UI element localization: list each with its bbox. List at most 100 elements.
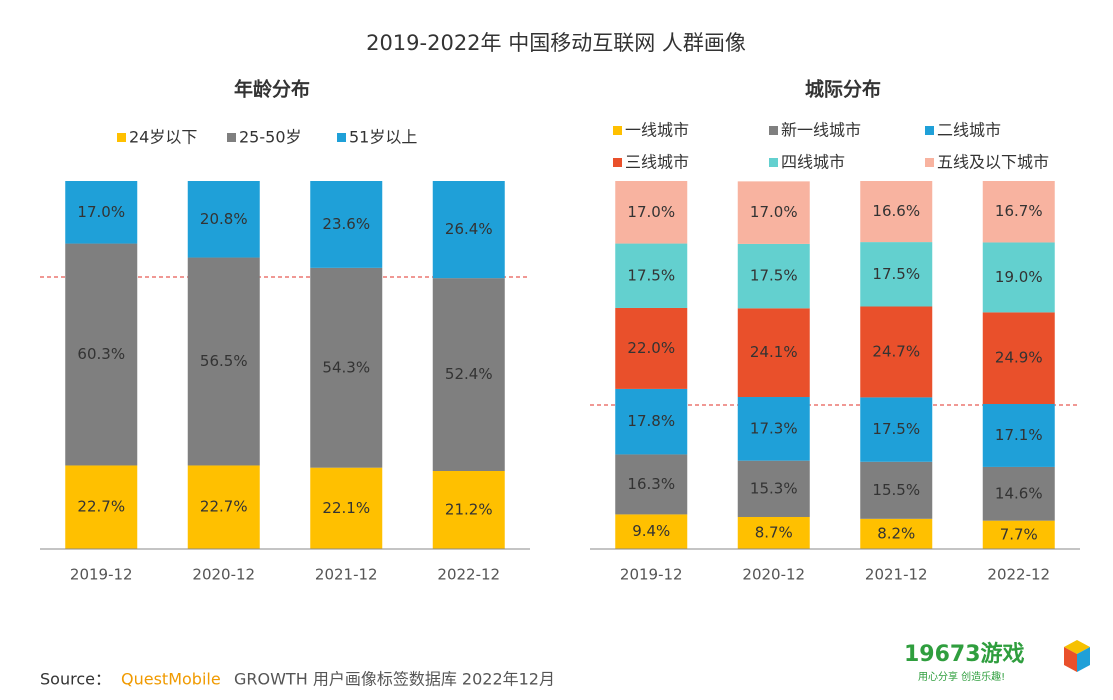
bar-segment xyxy=(615,514,688,549)
x-tick-label: 2021-12 xyxy=(865,566,928,584)
legend-swatch xyxy=(925,158,934,167)
legend-label: 51岁以上 xyxy=(349,128,417,147)
bar-segment xyxy=(310,181,383,268)
x-tick-label: 2020-12 xyxy=(192,566,255,584)
chart-title: 年龄分布 xyxy=(234,78,310,101)
x-tick-label: 2022-12 xyxy=(987,566,1050,584)
x-tick-label: 2019-12 xyxy=(620,566,683,584)
data-label: 17.8% xyxy=(627,412,675,430)
legend-swatch xyxy=(925,126,934,135)
data-label: 17.5% xyxy=(872,420,920,438)
legend-swatch xyxy=(769,158,778,167)
bar-segment xyxy=(860,397,933,462)
chart-title: 城际分布 xyxy=(805,78,881,101)
data-label: 21.2% xyxy=(445,500,493,518)
data-label: 52.4% xyxy=(445,365,493,383)
bar-segment xyxy=(860,461,933,519)
legend-swatch xyxy=(117,133,126,142)
data-label: 54.3% xyxy=(322,358,370,376)
legend-swatch xyxy=(337,133,346,142)
bar-segment xyxy=(187,181,260,258)
bar-segment xyxy=(982,181,1055,243)
data-label: 20.8% xyxy=(200,210,248,228)
x-tick-label: 2022-12 xyxy=(437,566,500,584)
data-label: 14.6% xyxy=(995,484,1043,502)
source-brand: QuestMobile xyxy=(121,670,221,689)
data-label: 17.5% xyxy=(872,265,920,283)
legend-label: 24岁以下 xyxy=(129,128,197,147)
data-label: 56.5% xyxy=(200,352,248,370)
bar-segment xyxy=(187,257,260,466)
bar-segment xyxy=(432,470,505,549)
x-tick-label: 2021-12 xyxy=(315,566,378,584)
legend-label: 25-50岁 xyxy=(239,128,302,147)
logo-slogan: 用心分享 创造乐趣! xyxy=(918,670,1005,683)
data-label: 15.3% xyxy=(750,479,798,497)
bar-segment xyxy=(65,243,138,466)
data-label: 22.1% xyxy=(322,499,370,517)
bar-segment xyxy=(982,242,1055,313)
data-label: 17.5% xyxy=(627,266,675,284)
legend-label: 一线城市 xyxy=(625,121,689,140)
legend-swatch xyxy=(227,133,236,142)
legend-label: 新一线城市 xyxy=(781,121,861,140)
legend-label: 二线城市 xyxy=(937,121,1001,140)
bar-segment xyxy=(310,467,383,549)
bar-segment xyxy=(310,267,383,468)
bar-segment xyxy=(737,397,810,461)
x-tick-label: 2019-12 xyxy=(70,566,133,584)
bar-segment xyxy=(615,388,688,455)
data-label: 22.7% xyxy=(77,498,125,516)
data-label: 7.7% xyxy=(1000,525,1038,543)
bar-segment xyxy=(737,308,810,398)
data-label: 17.0% xyxy=(627,203,675,221)
bar-segment xyxy=(860,181,933,243)
bar-segment xyxy=(65,465,138,549)
data-label: 24.7% xyxy=(872,342,920,360)
bar-segment xyxy=(860,242,933,307)
logo-name: 19673游戏 xyxy=(904,641,1025,667)
bar-segment xyxy=(737,243,810,309)
data-label: 17.5% xyxy=(750,267,798,285)
data-label: 8.2% xyxy=(877,524,915,542)
bar-segment xyxy=(982,466,1055,521)
data-label: 16.7% xyxy=(995,202,1043,220)
bar-segment xyxy=(982,312,1055,405)
data-label: 17.0% xyxy=(750,203,798,221)
bar-segment xyxy=(615,454,688,515)
data-label: 19.0% xyxy=(995,268,1043,286)
source-label: Source： xyxy=(40,670,111,689)
bar-segment xyxy=(432,278,505,471)
bar-segment xyxy=(860,518,933,549)
bar-segment xyxy=(187,465,260,549)
bar-segment xyxy=(615,307,688,389)
bar-segment xyxy=(737,460,810,517)
legend-label: 四线城市 xyxy=(781,153,845,172)
data-label: 26.4% xyxy=(445,220,493,238)
data-label: 17.1% xyxy=(995,426,1043,444)
data-label: 23.6% xyxy=(322,215,370,233)
logo-cube xyxy=(1064,640,1090,672)
legend-swatch xyxy=(613,158,622,167)
data-label: 22.0% xyxy=(627,339,675,357)
legend-label: 三线城市 xyxy=(625,153,689,172)
data-label: 8.7% xyxy=(755,523,793,541)
data-label: 16.6% xyxy=(872,202,920,220)
source-text: GROWTH 用户画像标签数据库 2022年12月 xyxy=(234,670,555,689)
data-label: 15.5% xyxy=(872,481,920,499)
legend-swatch xyxy=(769,126,778,135)
bar-segment xyxy=(737,181,810,244)
page-title: 2019-2022年 中国移动互联网 人群画像 xyxy=(366,31,746,55)
bar-segment xyxy=(982,520,1055,549)
x-tick-label: 2020-12 xyxy=(742,566,805,584)
bar-segment xyxy=(737,516,810,549)
legend-label: 五线及以下城市 xyxy=(937,153,1049,172)
data-label: 24.9% xyxy=(995,349,1043,367)
data-label: 22.7% xyxy=(200,498,248,516)
data-label: 60.3% xyxy=(77,345,125,363)
bar-segment xyxy=(432,181,505,279)
data-label: 24.1% xyxy=(750,343,798,361)
bar-segment xyxy=(860,306,933,398)
legend-swatch xyxy=(613,126,622,135)
